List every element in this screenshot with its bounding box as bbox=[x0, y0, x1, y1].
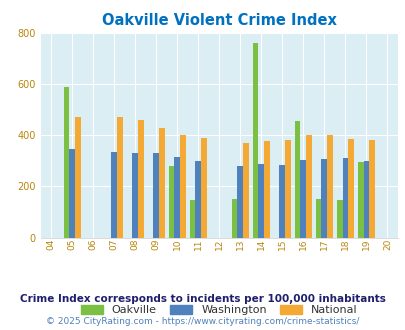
Bar bbox=[69, 149, 75, 238]
Bar bbox=[264, 141, 269, 238]
Bar bbox=[117, 117, 122, 238]
Legend: Oakville, Washington, National: Oakville, Washington, National bbox=[81, 305, 357, 315]
Bar bbox=[174, 157, 179, 238]
Bar bbox=[347, 139, 353, 238]
Bar bbox=[64, 87, 69, 238]
Bar bbox=[368, 141, 374, 238]
Bar bbox=[179, 135, 185, 238]
Bar bbox=[159, 128, 164, 238]
Bar bbox=[237, 166, 243, 238]
Bar bbox=[111, 152, 117, 238]
Bar bbox=[305, 135, 311, 238]
Bar bbox=[252, 43, 258, 238]
Bar bbox=[362, 161, 368, 238]
Bar bbox=[336, 200, 342, 238]
Title: Oakville Violent Crime Index: Oakville Violent Crime Index bbox=[102, 13, 336, 28]
Bar bbox=[321, 159, 326, 238]
Bar bbox=[168, 166, 174, 238]
Bar bbox=[294, 121, 300, 238]
Bar bbox=[153, 153, 159, 238]
Bar bbox=[279, 165, 284, 238]
Bar bbox=[138, 120, 143, 238]
Bar bbox=[326, 135, 332, 238]
Text: Crime Index corresponds to incidents per 100,000 inhabitants: Crime Index corresponds to incidents per… bbox=[20, 294, 385, 304]
Bar bbox=[75, 117, 81, 238]
Bar bbox=[243, 144, 248, 238]
Bar bbox=[132, 153, 138, 238]
Text: © 2025 CityRating.com - https://www.cityrating.com/crime-statistics/: © 2025 CityRating.com - https://www.city… bbox=[46, 317, 359, 326]
Bar bbox=[357, 162, 362, 238]
Bar bbox=[231, 199, 237, 238]
Bar bbox=[195, 161, 200, 238]
Bar bbox=[284, 140, 290, 238]
Bar bbox=[189, 200, 195, 238]
Bar bbox=[342, 158, 347, 238]
Bar bbox=[300, 160, 305, 238]
Bar bbox=[315, 199, 321, 238]
Bar bbox=[258, 164, 264, 238]
Bar bbox=[200, 138, 206, 238]
